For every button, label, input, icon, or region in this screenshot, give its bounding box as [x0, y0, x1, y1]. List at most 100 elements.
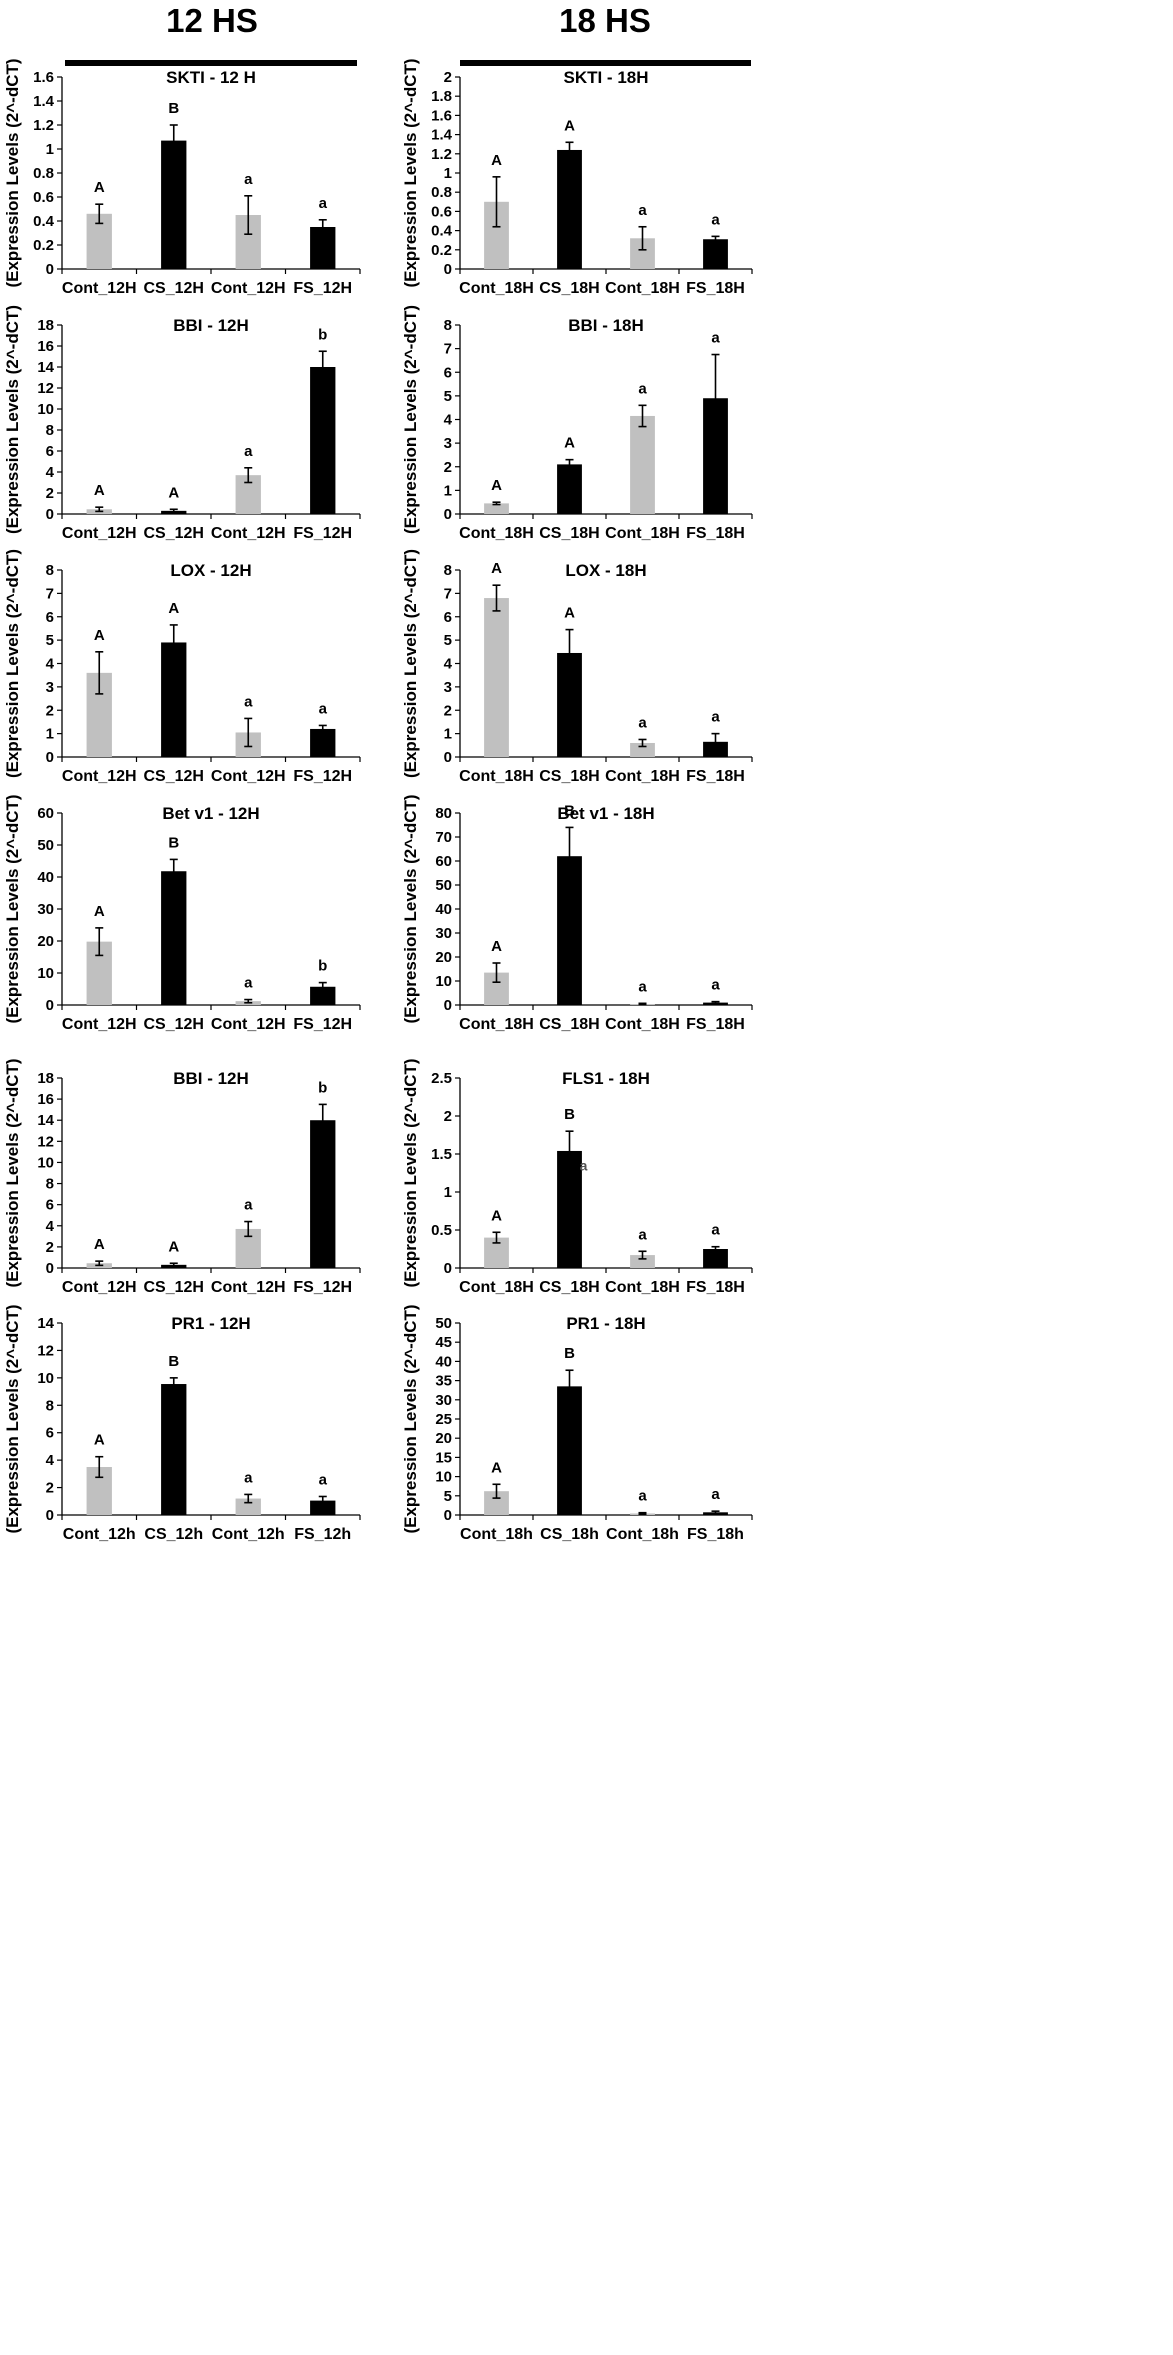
- significance-label: A: [491, 560, 502, 577]
- x-tick-label: CS_18H: [539, 525, 599, 542]
- significance-label: a: [244, 443, 253, 460]
- y-tick-label: 1.2: [33, 117, 54, 134]
- y-tick-label: 10: [37, 401, 54, 418]
- bar: [161, 140, 187, 269]
- x-tick-label: Cont_18H: [459, 1279, 534, 1296]
- y-tick-label: 40: [435, 901, 452, 918]
- y-tick-label: 1.5: [431, 1146, 452, 1163]
- significance-label: a: [319, 195, 328, 212]
- y-tick-label: 35: [435, 1373, 452, 1390]
- x-tick-label: Cont_18H: [605, 280, 680, 297]
- x-tick-label: Cont_12H: [62, 280, 137, 297]
- column-title-12hs: 12 HS: [166, 2, 258, 39]
- y-tick-label: 0: [46, 1507, 54, 1524]
- y-tick-label: 0: [444, 1507, 452, 1524]
- y-tick-label: 2: [46, 1480, 54, 1497]
- bar: [557, 1386, 582, 1515]
- x-tick-label: CS_18H: [539, 280, 599, 297]
- chart-title: FLS1 - 18H: [562, 1069, 650, 1088]
- x-tick-label: CS_12H: [144, 280, 204, 297]
- significance-label: a: [711, 211, 720, 228]
- y-tick-label: 0: [46, 506, 54, 523]
- significance-label: A: [491, 1207, 502, 1224]
- significance-label: a: [638, 1488, 647, 1505]
- y-tick-label: 6: [444, 364, 452, 381]
- y-tick-label: 3: [444, 435, 452, 452]
- y-tick-label: 0.2: [33, 237, 54, 254]
- x-tick-label: CS_12H: [144, 525, 204, 542]
- y-tick-label: 12: [37, 1342, 54, 1359]
- y-tick-label: 6: [444, 609, 452, 626]
- chart-title: BBI - 12H: [173, 1069, 249, 1088]
- x-tick-label: Cont_12H: [62, 1016, 137, 1033]
- significance-label: A: [94, 627, 105, 644]
- y-tick-label: 1.4: [33, 93, 55, 110]
- y-axis-label: (Expression Levels (2^-dCT): [3, 549, 22, 778]
- x-tick-label: Cont_18h: [460, 1526, 533, 1543]
- x-tick-label: CS_18H: [539, 768, 599, 785]
- y-axis-label: (Expression Levels (2^-dCT): [401, 1304, 420, 1533]
- significance-label: a: [244, 693, 253, 710]
- significance-label: A: [491, 938, 502, 955]
- x-tick-label: CS_12h: [144, 1526, 203, 1543]
- significance-label: a: [319, 700, 328, 717]
- y-tick-label: 1: [46, 141, 54, 158]
- y-tick-label: 18: [37, 1070, 54, 1087]
- y-tick-label: 6: [46, 1425, 54, 1442]
- y-tick-label: 0: [444, 506, 452, 523]
- y-tick-label: 2: [46, 485, 54, 502]
- y-tick-label: 0: [444, 749, 452, 766]
- bar: [703, 239, 728, 269]
- y-tick-label: 14: [37, 1112, 54, 1129]
- y-tick-label: 1.8: [431, 88, 452, 105]
- y-tick-label: 70: [435, 829, 452, 846]
- y-tick-label: 0.5: [431, 1222, 452, 1239]
- bar: [310, 986, 336, 1005]
- y-tick-label: 8: [46, 562, 54, 579]
- significance-label: A: [168, 1238, 179, 1255]
- x-tick-label: FS_18H: [686, 280, 745, 297]
- figure-header: 12 HS 18 HS: [0, 0, 1173, 80]
- y-tick-label: 30: [435, 925, 452, 942]
- bar: [310, 367, 336, 514]
- y-tick-label: 80: [435, 805, 452, 822]
- y-tick-label: 20: [435, 1430, 452, 1447]
- x-tick-label: Cont_12H: [62, 525, 137, 542]
- y-tick-label: 16: [37, 338, 54, 355]
- bar: [161, 642, 187, 757]
- y-tick-label: 7: [444, 341, 452, 358]
- chart-title: Bet v1 - 18H: [557, 804, 654, 823]
- y-tick-label: 5: [444, 632, 452, 649]
- x-tick-label: CS_12H: [144, 1016, 204, 1033]
- x-tick-label: FS_18H: [686, 525, 745, 542]
- y-tick-label: 6: [46, 609, 54, 626]
- y-tick-label: 15: [435, 1449, 452, 1466]
- significance-label: B: [168, 834, 179, 851]
- y-tick-label: 0.8: [431, 184, 452, 201]
- y-tick-label: 2: [444, 459, 452, 476]
- column-title-18hs: 18 HS: [559, 2, 651, 39]
- significance-label: A: [94, 1432, 105, 1449]
- y-tick-label: 50: [435, 877, 452, 894]
- y-tick-label: 3: [46, 679, 54, 696]
- significance-label: a: [244, 1197, 253, 1214]
- x-tick-label: FS_12H: [293, 768, 352, 785]
- x-tick-label: Cont_18H: [459, 525, 534, 542]
- y-tick-label: 4: [444, 412, 453, 429]
- y-tick-label: 5: [444, 388, 452, 405]
- y-tick-label: 0: [444, 1260, 452, 1277]
- bar: [630, 1255, 655, 1268]
- chart-title: SKTI - 18H: [563, 68, 648, 87]
- y-tick-label: 16: [37, 1091, 54, 1108]
- x-tick-label: FS_12H: [293, 280, 352, 297]
- y-tick-label: 10: [435, 973, 452, 990]
- significance-label: A: [94, 482, 105, 499]
- y-axis-label: (Expression Levels (2^-dCT): [3, 305, 22, 534]
- significance-label: a: [711, 977, 720, 994]
- significance-label: A: [564, 435, 575, 452]
- y-tick-label: 0.6: [431, 203, 452, 220]
- bar: [161, 871, 187, 1005]
- y-tick-label: 0: [46, 749, 54, 766]
- significance-label: A: [94, 179, 105, 196]
